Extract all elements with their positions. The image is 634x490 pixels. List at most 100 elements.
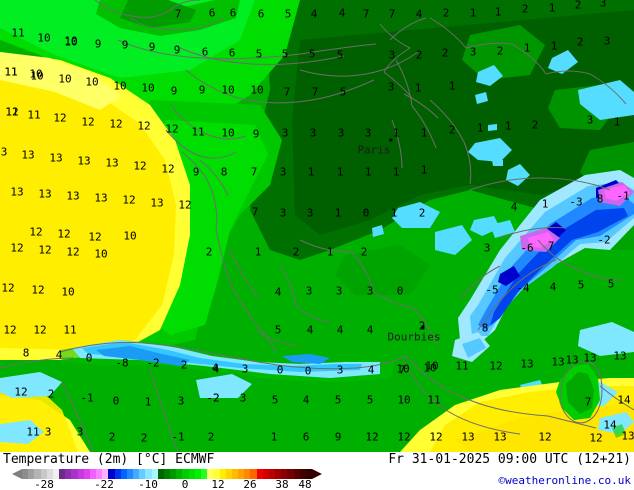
temp-band-light-yellow xyxy=(0,52,122,110)
alps-blue-darkest-3 xyxy=(498,266,520,286)
iberia-cyan-3 xyxy=(0,420,44,444)
colorbar-swatch-7 xyxy=(65,469,72,479)
forecast-run-timestamp: Fr 31-01-2025 09:00 UTC (12+21) xyxy=(388,452,631,467)
colorbar-swatch-6 xyxy=(59,469,66,479)
temp-band-yellow-atlantic2 xyxy=(0,68,176,350)
colorbar-swatch-5 xyxy=(52,469,60,479)
colorbar-swatch-22 xyxy=(157,469,164,479)
colorbar-tick-48: 48 xyxy=(298,478,312,490)
cyan-pocket-5 xyxy=(578,80,634,120)
colorbar-swatch-24 xyxy=(170,469,177,479)
se-cyan-2 xyxy=(598,412,634,434)
colorbar-tick--10: -10 xyxy=(138,478,158,490)
colorbar-swatch-2 xyxy=(34,469,41,479)
city-marker-dot xyxy=(389,138,393,142)
alps-blue-dark xyxy=(490,208,628,326)
cyan-pocket-11 xyxy=(372,225,384,237)
colorbar-swatch-39 xyxy=(262,469,269,479)
colorbar-swatch-1 xyxy=(28,469,35,479)
colorbar-swatch-31 xyxy=(213,469,220,479)
temperature-colorbar xyxy=(22,469,313,479)
colorbar-swatch-36 xyxy=(244,469,251,479)
colorbar-swatch-37 xyxy=(250,469,257,479)
cyan-pocket-4 xyxy=(548,50,578,74)
colorbar-swatch-42 xyxy=(281,469,288,479)
green-patch-e xyxy=(335,245,430,295)
colorbar-tick-38: 38 xyxy=(275,478,289,490)
cyan-pocket-12 xyxy=(492,160,503,166)
colorbar-tick-0: 0 xyxy=(181,478,189,490)
colorbar-tick--28: -28 xyxy=(34,478,54,490)
product-title: Temperature (2m) [°C] ECMWF xyxy=(3,452,215,467)
colorbar-swatch-20 xyxy=(145,469,152,479)
colorbar-swatch-14 xyxy=(108,469,115,479)
footer-bar: Temperature (2m) [°C] ECMWF Fr 31-01-202… xyxy=(0,452,634,490)
iberia-cyan-2 xyxy=(196,374,252,398)
cyan-pocket-7 xyxy=(488,124,497,131)
colorbar-swatch-4 xyxy=(46,469,53,479)
se-cyan-3 xyxy=(578,322,634,356)
colorbar-swatch-34 xyxy=(231,469,239,479)
colorbar-swatch-27 xyxy=(188,469,195,479)
colorbar-swatch-11 xyxy=(89,469,97,479)
city-label-paris[interactable]: Paris xyxy=(357,143,391,157)
uk-green-core xyxy=(120,0,196,28)
colorbar-swatch-44 xyxy=(293,469,300,479)
colorbar-swatch-23 xyxy=(163,469,171,479)
cyan-pocket-9 xyxy=(435,225,472,255)
alps-pink-2 xyxy=(604,185,630,201)
colorbar-swatch-41 xyxy=(275,469,282,479)
colorbar-swatch-18 xyxy=(133,469,140,479)
colorbar-swatch-17 xyxy=(126,469,134,479)
cyan-pocket-8 xyxy=(392,202,440,228)
colorbar-swatch-46 xyxy=(305,469,313,479)
cyan-pocket-3 xyxy=(506,164,530,186)
pyrenees-blue xyxy=(82,342,362,372)
colorbar-swatch-38 xyxy=(256,469,263,479)
map-canvas xyxy=(0,0,634,452)
city-marker-dot xyxy=(421,325,425,329)
colorbar-swatch-32 xyxy=(219,469,226,479)
colorbar-swatch-28 xyxy=(194,469,201,479)
colorbar-tick-26: 26 xyxy=(243,478,257,490)
colorbar-swatch-26 xyxy=(182,469,189,479)
cyan-pocket-2 xyxy=(468,138,512,162)
colorbar-swatch-15 xyxy=(114,469,121,479)
colorbar-low-arrow xyxy=(12,469,22,479)
colorbar-swatch-8 xyxy=(71,469,78,479)
colorbar-tick-12: 12 xyxy=(211,478,225,490)
temperature-map[interactable]: 11 10 10 9 9 9 7 6 6 6 5 4 4 7 7 4 2 1 1 2 1 2 3 11 11 10 10 9 6 6 5 5 5… xyxy=(0,0,634,452)
alps-sw-blue xyxy=(462,338,486,358)
pyrenees-blue-dark xyxy=(96,346,190,366)
cyan-pocket-1 xyxy=(476,65,503,86)
cyan-pocket-15 xyxy=(490,220,515,238)
coastline-layer xyxy=(0,0,634,452)
city-label-dourbies[interactable]: Dourbies xyxy=(387,330,441,344)
colorbar-swatch-45 xyxy=(299,469,306,479)
colorbar-swatch-35 xyxy=(238,469,245,479)
cyan-pocket-6 xyxy=(475,92,488,104)
colorbar-swatch-43 xyxy=(287,469,294,479)
colorbar-swatch-10 xyxy=(83,469,90,479)
colorbar-swatch-3 xyxy=(40,469,47,479)
temp-band-darker-green xyxy=(292,10,634,235)
iberia-cyan-1 xyxy=(0,372,62,398)
colorbar-swatch-25 xyxy=(176,469,183,479)
colorbar-swatch-12 xyxy=(96,469,103,479)
alps-pink-1 xyxy=(528,232,554,248)
copyright-link[interactable]: ©weatheronline.co.uk xyxy=(498,474,631,487)
colorbar-swatch-21 xyxy=(151,469,158,479)
colorbar-tick--22: -22 xyxy=(94,478,114,490)
colorbar-swatch-13 xyxy=(102,469,109,479)
colorbar-high-arrow xyxy=(312,469,322,479)
colorbar-swatch-33 xyxy=(225,469,232,479)
colorbar-swatch-30 xyxy=(207,469,214,479)
colorbar-swatch-19 xyxy=(139,469,146,479)
colorbar-swatch-29 xyxy=(200,469,208,479)
sardinia-green xyxy=(612,424,626,438)
colorbar-swatch-0 xyxy=(22,469,29,479)
green-patch-a xyxy=(462,25,545,80)
corsica-green-core xyxy=(566,372,594,414)
colorbar-swatch-40 xyxy=(268,469,276,479)
